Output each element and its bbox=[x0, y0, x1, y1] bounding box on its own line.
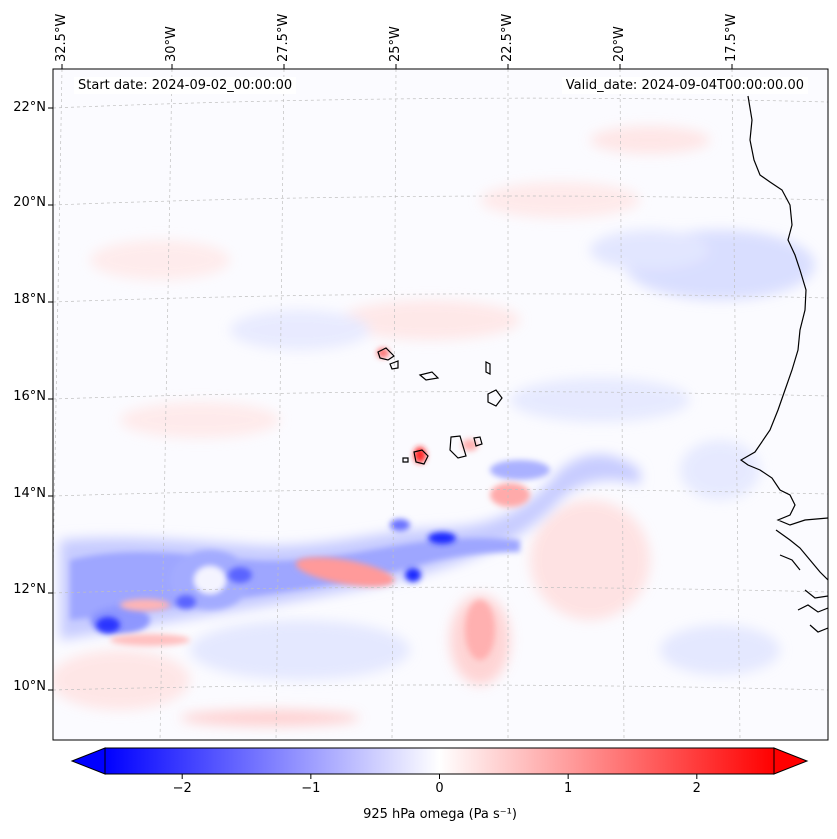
lon-label: 27.5°W bbox=[276, 13, 291, 62]
lat-label: 20°N bbox=[13, 195, 46, 210]
lat-label: 14°N bbox=[13, 486, 46, 501]
colorbar-tick-label: −1 bbox=[301, 781, 321, 796]
lat-label: 22°N bbox=[13, 100, 46, 115]
start-date-label: Start date: 2024-09-02_00:00:00 bbox=[74, 77, 297, 94]
colorbar-label: 925 hPa omega (Pa s⁻¹) bbox=[363, 807, 517, 822]
lon-label: 30°W bbox=[164, 26, 179, 62]
gridlines bbox=[53, 69, 828, 740]
map-border bbox=[52, 68, 829, 741]
lat-label: 18°N bbox=[13, 292, 46, 307]
lat-ticks bbox=[48, 107, 53, 691]
colorbar-body bbox=[104, 747, 775, 775]
coastlines bbox=[377, 95, 828, 633]
colorbar-extend-min bbox=[70, 747, 106, 775]
valid-date-label: Valid_date: 2024-09-04T00:00:00.00 bbox=[561, 77, 808, 94]
lon-label: 17.5°W bbox=[724, 13, 739, 62]
lon-label: 25°W bbox=[388, 26, 403, 62]
colorbar-tick-label: 0 bbox=[435, 781, 444, 796]
colorbar bbox=[70, 747, 809, 779]
omega-field bbox=[53, 69, 828, 740]
lon-label: 22.5°W bbox=[500, 13, 515, 62]
lat-label: 10°N bbox=[13, 679, 46, 694]
colorbar-tick-label: −2 bbox=[172, 781, 192, 796]
lon-label: 32.5°W bbox=[54, 13, 69, 62]
colorbar-tick-label: 2 bbox=[692, 781, 701, 796]
lat-label: 12°N bbox=[13, 582, 46, 597]
colorbar-extend-max bbox=[773, 747, 809, 775]
lat-label: 16°N bbox=[13, 389, 46, 404]
lon-ticks bbox=[61, 64, 733, 69]
lon-label: 20°W bbox=[612, 26, 627, 62]
colorbar-tick-label: 1 bbox=[564, 781, 573, 796]
